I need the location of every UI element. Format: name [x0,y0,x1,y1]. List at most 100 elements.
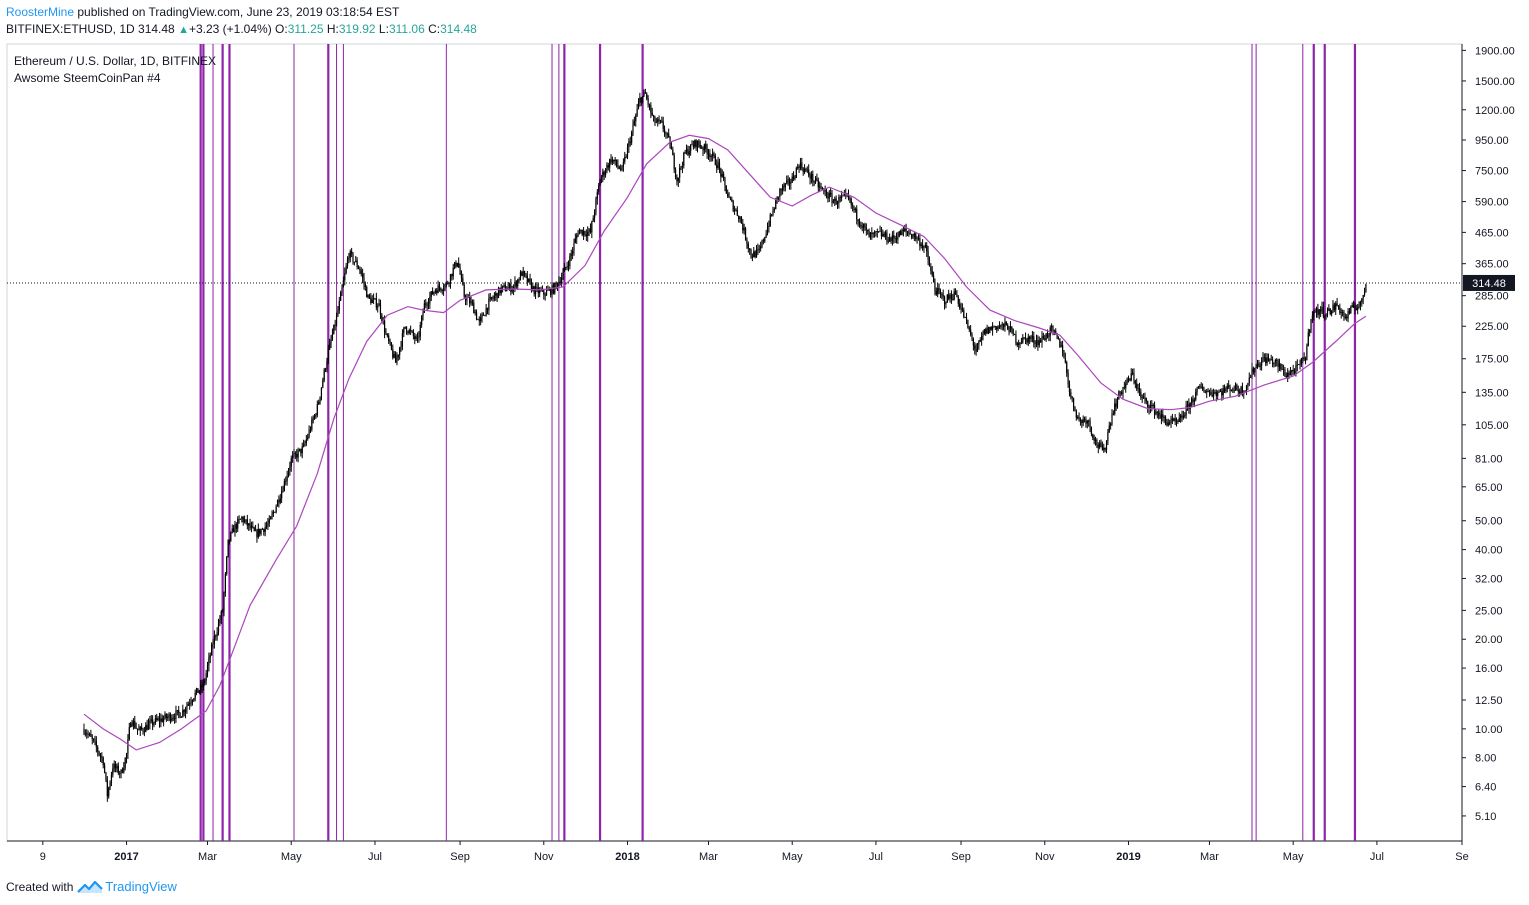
candle-body [440,287,442,291]
candle-body [783,185,785,188]
candle-body [646,93,648,99]
candle-body [1251,368,1253,378]
candle-body [872,232,874,234]
candle-body [356,260,358,267]
candle-body [740,217,743,224]
candle-body [1136,383,1138,389]
price-tick-label: 1500.00 [1475,76,1515,88]
candle-body [614,159,616,162]
candle-body [884,232,887,237]
candle-body [688,151,690,155]
candle-body [696,140,699,148]
tradingview-brand-link[interactable]: TradingView [105,879,177,894]
candle-body [751,256,754,258]
candle-body [426,304,428,306]
candle-body [1254,368,1256,373]
candle-body [1241,386,1243,395]
candle-body [1221,391,1223,396]
candle-body [873,231,876,233]
candle-body [836,203,839,205]
candle-body [250,526,253,528]
candle-body [452,267,454,277]
footer: Created with TradingView [6,878,177,896]
open-label: O: [275,22,288,36]
candle-body [451,274,453,277]
time-tick-label: May [782,851,803,863]
candle-body [754,251,756,258]
candle-body [248,523,250,526]
candle-body [733,209,736,211]
candle-body [86,733,88,735]
time-tick-label: 2017 [114,851,138,863]
candle-body [1000,325,1002,327]
candle-body [378,303,380,307]
author-link[interactable]: RoosterMine [6,5,75,19]
candle-body [997,326,999,330]
candle-body [871,232,873,234]
candle-body [1262,357,1264,361]
candle-body [939,290,942,294]
candle-body [124,757,126,768]
candle-body [875,231,877,232]
candle-body [604,171,607,176]
candle-body [1045,333,1047,340]
candle-body [108,787,110,797]
candle-body [335,315,338,326]
plot-area[interactable] [6,43,1463,842]
candle-body [279,498,281,503]
candle-body [500,287,502,294]
time-tick-label: Mar [1200,851,1219,863]
candle-body [1348,311,1351,313]
candle-body [613,159,615,162]
candle-body [1332,304,1334,312]
candle-body [484,315,486,317]
candle-body [216,632,218,637]
candle-body [864,224,866,228]
candle-body [282,491,284,493]
high-label: H: [326,22,339,36]
candle-body [189,703,191,705]
candle-body [808,169,810,176]
candle-body [518,279,520,281]
candle-body [536,286,538,288]
candle-body [117,765,119,774]
candle-body [974,345,976,349]
candle-body [941,293,943,295]
candle-body [171,718,173,721]
candle-body [972,339,974,346]
candle-body [1164,417,1167,422]
candle-body [217,622,220,633]
candle-body [985,329,987,334]
candle-body [652,115,655,117]
candle-body [709,153,711,158]
candle-body [750,249,752,257]
candle-body [577,234,579,236]
candle-body [922,244,924,249]
candle-body [857,219,859,222]
candle-body [725,185,727,194]
candle-body [539,290,541,294]
candle-body [901,229,903,236]
candle-body [1015,334,1017,344]
candle-body [1013,334,1016,336]
candle-body [1350,307,1352,313]
time-axis[interactable]: 9 2017 Mar May Jul Sep Nov 2018 Mar May Jul Sep Nov 2… [40,841,1469,863]
candle-body [205,673,207,681]
candle-body [706,148,708,155]
candle-body [589,229,592,233]
candle-body [687,148,689,155]
candle-body [732,201,734,211]
candle-body [529,278,531,282]
candle-body [1200,386,1202,388]
candle-body [695,140,697,148]
price-axis[interactable]: 1900.00 1500.00 1200.00 950.00 750.00 590.00 4… [1462,45,1515,823]
candle-body [890,237,892,242]
candle-body [738,215,740,220]
candle-body [1339,306,1341,313]
candle-body [393,354,395,358]
candle-body [769,214,771,227]
candle-body [1331,311,1333,315]
candle-body [1114,403,1116,414]
candle-body [1005,322,1007,325]
